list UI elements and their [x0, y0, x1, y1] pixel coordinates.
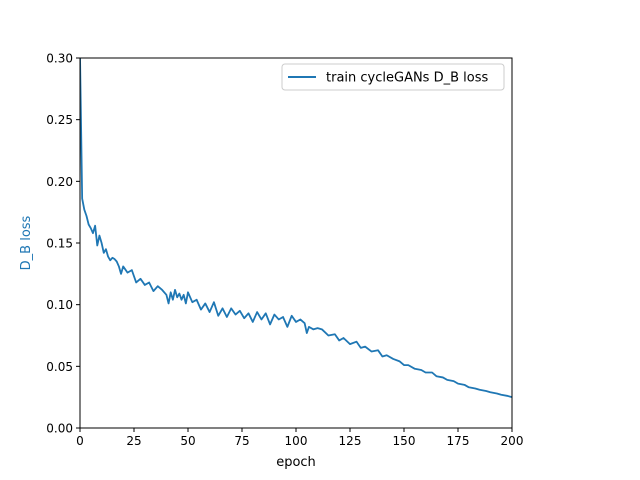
x-tick-label: 200 — [501, 434, 524, 448]
y-tick-label: 0.10 — [46, 298, 73, 312]
x-tick-label: 100 — [285, 434, 308, 448]
y-axis-label: D_B loss — [19, 215, 34, 270]
x-axis-label: epoch — [276, 455, 316, 470]
x-tick-label: 175 — [447, 434, 470, 448]
legend: train cycleGANs D_B loss — [281, 63, 505, 91]
x-tick-label: 150 — [393, 434, 416, 448]
x-tick-label: 75 — [234, 434, 249, 448]
x-tick-label: 25 — [126, 434, 141, 448]
y-axis-ticks: 0.00 0.05 0.10 0.15 0.20 0.25 0.30 — [46, 52, 80, 436]
y-tick-label: 0.20 — [46, 175, 73, 189]
series-layer — [80, 58, 512, 399]
axes-frame — [79, 57, 513, 429]
x-tick-label: 125 — [339, 434, 362, 448]
y-tick-label: 0.00 — [46, 422, 73, 436]
x-axis-ticks: 0 25 50 75 100 125 150 175 200 — [76, 428, 523, 448]
y-tick-label: 0.30 — [46, 52, 73, 66]
legend-box — [281, 63, 505, 91]
y-tick-label: 0.25 — [46, 113, 73, 127]
series-line — [80, 58, 512, 399]
y-tick-label: 0.15 — [46, 237, 73, 251]
x-tick-label: 0 — [76, 434, 84, 448]
plot-area — [79, 57, 513, 429]
legend-label: train cycleGANs D_B loss — [326, 71, 488, 86]
y-tick-label: 0.05 — [46, 360, 73, 374]
x-tick-label: 50 — [180, 434, 195, 448]
